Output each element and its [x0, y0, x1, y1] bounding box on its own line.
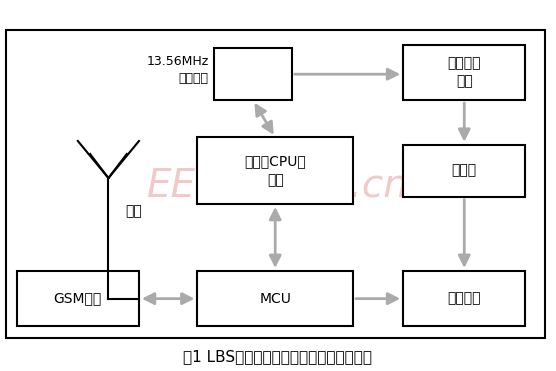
Bar — [403, 145, 525, 197]
Bar — [403, 45, 525, 100]
Text: 双界面CPU卡
芯片: 双界面CPU卡 芯片 — [244, 154, 306, 187]
Text: 电源模块: 电源模块 — [448, 292, 481, 306]
Bar — [403, 271, 525, 326]
Bar — [197, 271, 353, 326]
Text: GSM模块: GSM模块 — [54, 292, 102, 306]
Text: 13.56MHz
读写线圈: 13.56MHz 读写线圈 — [146, 56, 208, 85]
Bar — [197, 137, 353, 204]
Text: 无线充电
电路: 无线充电 电路 — [448, 56, 481, 89]
Text: MCU: MCU — [259, 292, 291, 306]
Text: EEPW.com.cn: EEPW.com.cn — [147, 167, 409, 204]
Text: 图1 LBS基站定位路径识别通行卡硬件框图: 图1 LBS基站定位路径识别通行卡硬件框图 — [183, 349, 373, 364]
Text: 天线: 天线 — [125, 204, 142, 219]
Text: 锂电池: 锂电池 — [451, 164, 477, 178]
Bar — [17, 271, 139, 326]
Bar — [214, 48, 292, 100]
Bar — [6, 30, 545, 338]
